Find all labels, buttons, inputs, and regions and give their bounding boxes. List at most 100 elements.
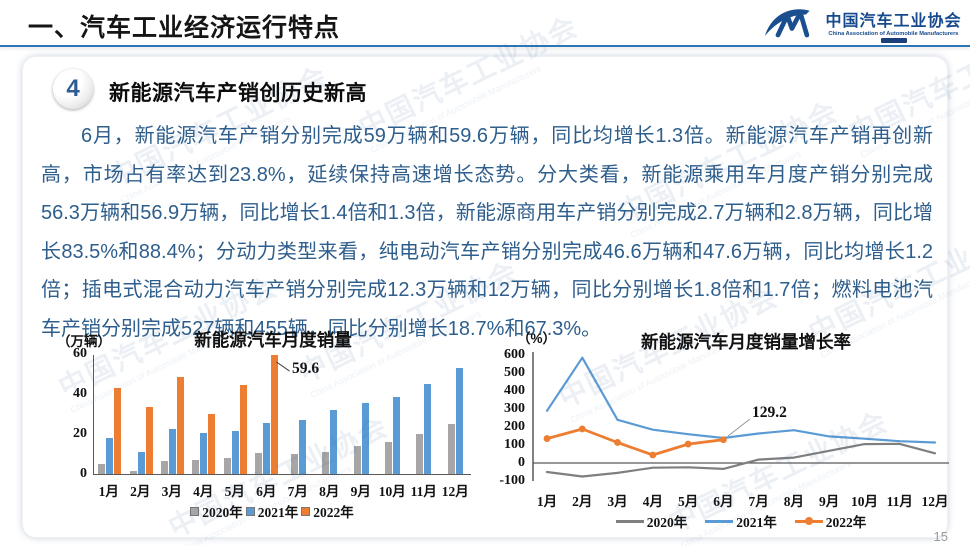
legend-item-2020年: 2020年 bbox=[190, 501, 243, 521]
bar-group bbox=[314, 355, 345, 474]
marker-2022年 bbox=[578, 425, 586, 433]
bar-2020年-9月 bbox=[353, 446, 361, 474]
section-number-badge: 4 bbox=[53, 69, 93, 109]
line-x-label: 9月 bbox=[819, 494, 840, 509]
line-x-label: 3月 bbox=[607, 494, 628, 509]
bar-2022年-2月 bbox=[145, 407, 153, 474]
line-x-label: 12月 bbox=[921, 494, 949, 509]
bar-2021年-3月 bbox=[169, 428, 177, 474]
bar-group bbox=[440, 355, 471, 474]
body-paragraph: 6月，新能源汽车产销分别完成59万辆和59.6万辆，同比均增长1.3倍。新能源汽… bbox=[41, 125, 933, 340]
line-x-label: 8月 bbox=[783, 494, 805, 509]
line-plot: 129.2 600 500 400 300 200 100 0 -100 bbox=[499, 347, 951, 488]
bar-y-tick: 40 bbox=[73, 386, 87, 401]
bar-y-tick: 0 bbox=[80, 466, 87, 481]
legend-swatch bbox=[190, 506, 200, 516]
charts-row: （万辆） 新能源汽车月度销量 59.6 0 20 40 60 1月 2月 3月 4月 5月 6月… bbox=[33, 327, 949, 534]
section-heading: 新能源汽车产销创历史新高 bbox=[109, 82, 367, 105]
bar-xlabels: 1月 2月 3月 4月 5月 6月 7月 8月 9月 10月 11月 12月 bbox=[93, 480, 471, 500]
bar-2020年-5月 bbox=[223, 457, 231, 474]
marker-2022年 bbox=[649, 451, 657, 459]
marker-2022年 bbox=[543, 435, 551, 442]
legend-item-2021年: 2021年 bbox=[705, 511, 777, 531]
legend-label: 2021年 bbox=[257, 505, 299, 520]
bar-2020年-8月 bbox=[322, 452, 330, 474]
bar-group bbox=[94, 355, 125, 474]
bar-2020年-1月 bbox=[98, 464, 106, 474]
bar-2021年-11月 bbox=[424, 384, 432, 474]
line-2021年 bbox=[545, 356, 937, 444]
bar-group bbox=[345, 355, 376, 474]
header-divider bbox=[0, 45, 970, 47]
line-chart-growth-rate: （%） 新能源汽车月度销量增长率 129.2 600 500 400 300 200 10… bbox=[485, 327, 949, 534]
page-title: 一、汽车工业经济运行特点 bbox=[28, 14, 341, 42]
legend-item-2021年: 2021年 bbox=[245, 501, 299, 521]
bar-2020年-3月 bbox=[161, 460, 169, 474]
legend-item-2020年: 2020年 bbox=[615, 511, 688, 531]
bar-2021年-6月 bbox=[263, 422, 271, 474]
line-x-label: 6月 bbox=[713, 494, 734, 509]
caam-logo-en: China Association of Automobile Manufact… bbox=[828, 30, 959, 37]
bar-x-label: 5月 bbox=[224, 484, 245, 499]
bar-x-label: 6月 bbox=[256, 484, 277, 499]
legend-item-2022年: 2022年 bbox=[301, 501, 354, 521]
bar-group bbox=[220, 355, 251, 474]
bar-x-label: 2月 bbox=[130, 484, 151, 499]
caam-logo-text: 中国汽车工业协会 China Association of Automobile… bbox=[825, 7, 962, 43]
line-y-tick: 100 bbox=[504, 437, 525, 452]
line-x-label: 5月 bbox=[677, 494, 699, 509]
bar-x-label: 10月 bbox=[378, 484, 406, 499]
bar-group bbox=[251, 354, 282, 474]
bar-x-label: 11月 bbox=[410, 484, 437, 499]
bar-x-label: 3月 bbox=[161, 484, 182, 499]
bar-2022年-4月 bbox=[208, 414, 216, 474]
legend-swatch bbox=[705, 519, 734, 523]
bar-x-label: 1月 bbox=[98, 484, 119, 499]
line-y-tick: 200 bbox=[504, 419, 525, 434]
legend-label: 2020年 bbox=[202, 505, 243, 520]
marker-2022年 bbox=[614, 439, 621, 446]
caam-logo-cn: 中国汽车工业协会 bbox=[825, 12, 962, 30]
bar-group bbox=[157, 355, 188, 474]
caam-logo: 中国汽车工业协会 China Association of Automobile… bbox=[763, 3, 962, 46]
header: 一、汽车工业经济运行特点 中国汽车工业协会 China Association … bbox=[0, 0, 970, 46]
line-y-tick: 600 bbox=[504, 347, 525, 362]
line-y-tick: 500 bbox=[504, 365, 525, 380]
caam-logo-icon bbox=[763, 3, 819, 46]
line-y-tick: 0 bbox=[518, 455, 525, 470]
bar-legend: 2020年 2021年 2022年 bbox=[73, 501, 471, 521]
bar-chart-monthly-sales: （万辆） 新能源汽车月度销量 59.6 0 20 40 60 1月 2月 3月 4月 5月 6月… bbox=[33, 327, 485, 534]
bar-2020年-4月 bbox=[192, 459, 200, 474]
bar-x-label: 7月 bbox=[287, 484, 308, 499]
bar-group bbox=[377, 355, 408, 474]
bar-chart-title: 新能源汽车月度销量 bbox=[194, 330, 352, 350]
marker-2022年 bbox=[719, 436, 727, 444]
line-x-label: 4月 bbox=[642, 494, 663, 509]
bar-2021年-7月 bbox=[298, 419, 306, 474]
bar-annotation-value: 59.6 bbox=[292, 360, 320, 377]
legend-swatch bbox=[245, 506, 255, 516]
bar-group bbox=[408, 355, 439, 474]
line-2020年 bbox=[545, 442, 937, 478]
line-chart-unit-label: （%） bbox=[517, 331, 557, 346]
legend-label: 2020年 bbox=[646, 515, 688, 530]
content-card: 4 新能源汽车产销创历史新高 6月，新能源汽车产销分别完成59万辆和59.6万辆… bbox=[22, 56, 949, 538]
bar-2021年-12月 bbox=[455, 367, 463, 474]
bar-2021年-5月 bbox=[231, 430, 239, 474]
bar-2021年-2月 bbox=[137, 452, 145, 474]
bar-2020年-10月 bbox=[385, 442, 392, 474]
bar-2021年-10月 bbox=[393, 397, 400, 474]
marker-2022年 bbox=[684, 440, 692, 448]
bar-2020年-11月 bbox=[416, 434, 424, 474]
legend-swatch bbox=[615, 519, 644, 523]
bar-y-tick: 60 bbox=[73, 346, 87, 361]
line-x-label: 11月 bbox=[886, 494, 913, 509]
legend-label: 2021年 bbox=[736, 515, 777, 530]
bar-group bbox=[188, 355, 219, 474]
bar-2021年-8月 bbox=[330, 409, 338, 474]
bar-chart-unit-label: （万辆） bbox=[57, 334, 111, 349]
legend-item-2022年: 2022年 bbox=[794, 511, 866, 531]
line-y-tick: 400 bbox=[504, 383, 525, 398]
bar-2020年-2月 bbox=[129, 471, 137, 474]
